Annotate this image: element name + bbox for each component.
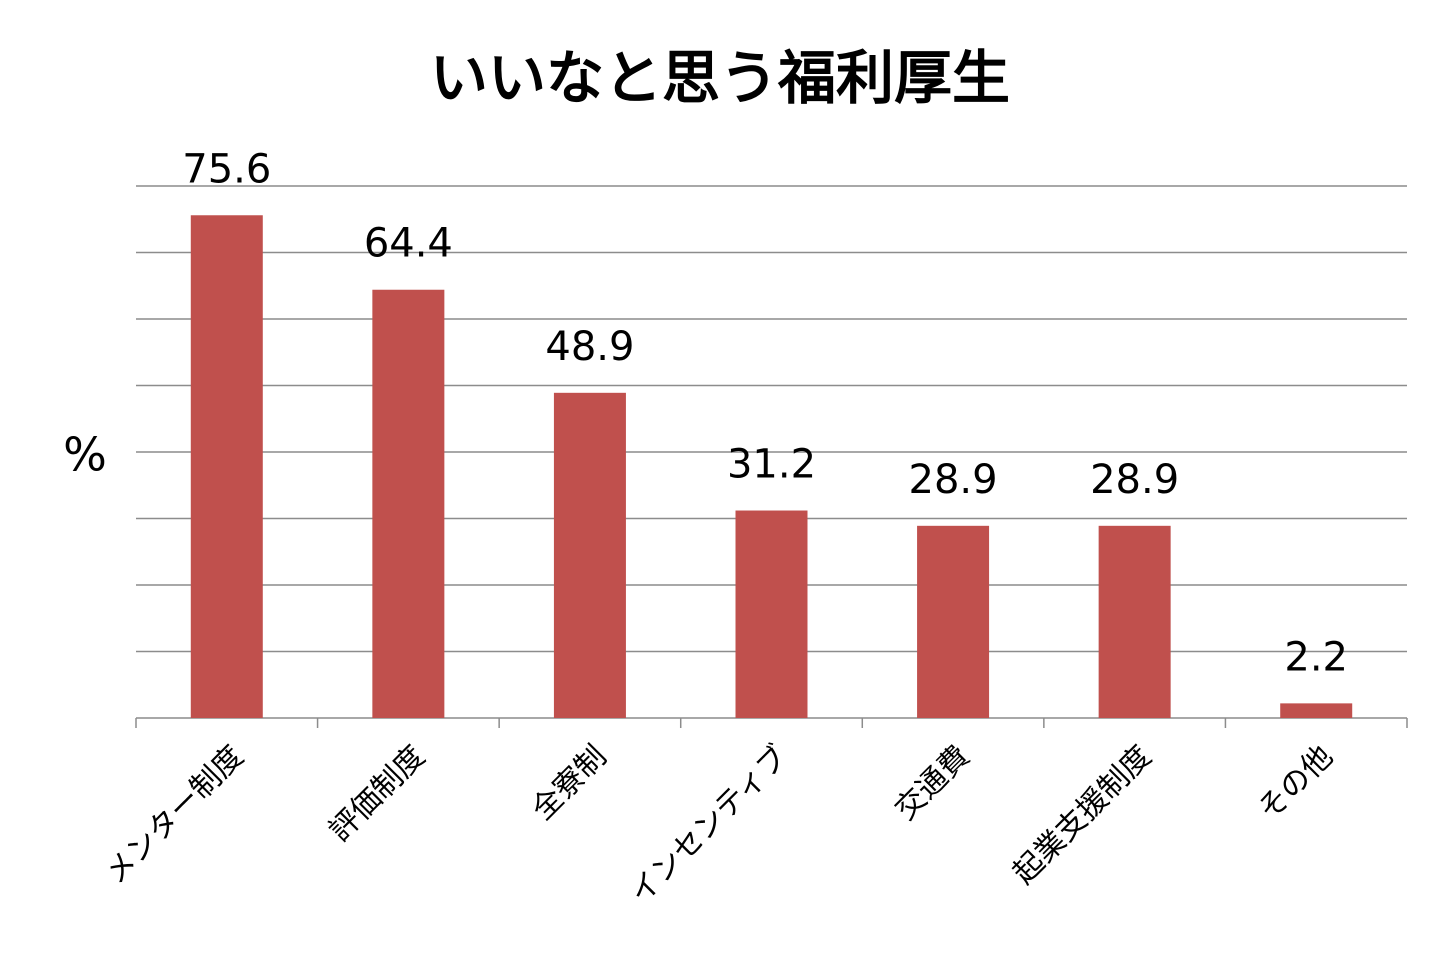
- bar: [1280, 703, 1353, 718]
- bar: [190, 215, 263, 718]
- bar: [1098, 525, 1171, 718]
- bar: [735, 510, 808, 718]
- value-label: 48.9: [545, 324, 634, 370]
- x-tick-label: 評価制度: [322, 739, 432, 849]
- bar: [917, 525, 990, 718]
- bar: [372, 289, 445, 718]
- value-label: 31.2: [727, 442, 816, 488]
- x-tick-label: インセンティブ: [623, 739, 795, 911]
- x-tick-label: 全寮制: [525, 739, 613, 827]
- value-label: 28.9: [909, 457, 998, 503]
- x-tick-label: 交通費: [888, 739, 976, 827]
- x-tick-label: その他: [1251, 739, 1339, 827]
- value-label: 2.2: [1284, 634, 1348, 680]
- value-label: 64.4: [364, 221, 453, 267]
- x-tick-label: 起業支援制度: [1006, 739, 1158, 891]
- value-label: 75.6: [182, 146, 271, 192]
- y-axis-label: %: [63, 428, 107, 482]
- value-label: 28.9: [1090, 457, 1179, 503]
- bar: [553, 392, 626, 718]
- chart-title: いいなと思う福利厚生: [430, 44, 1010, 112]
- x-tick-label: メンター制度: [98, 739, 250, 891]
